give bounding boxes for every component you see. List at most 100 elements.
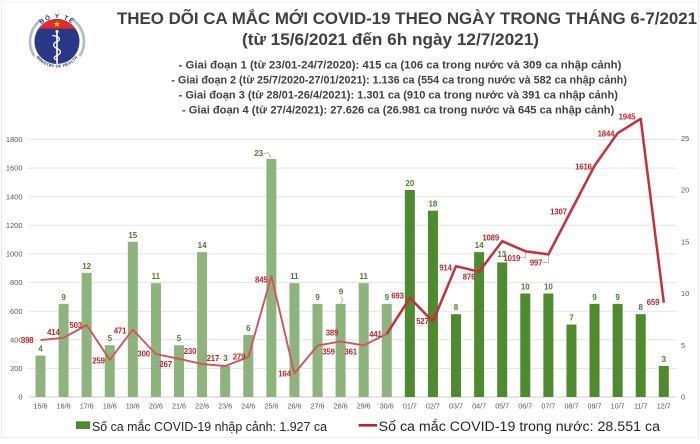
svg-text:11: 11	[290, 272, 299, 281]
svg-text:414: 414	[47, 328, 60, 337]
svg-text:9: 9	[385, 293, 390, 302]
svg-text:03/7: 03/7	[449, 401, 463, 410]
svg-text:09/7: 09/7	[588, 401, 602, 410]
svg-text:30/6: 30/6	[380, 401, 394, 410]
svg-text:659: 659	[647, 298, 660, 307]
svg-text:20: 20	[405, 179, 414, 188]
svg-text:1019: 1019	[503, 254, 521, 263]
svg-text:9: 9	[61, 293, 66, 302]
svg-text:28/6: 28/6	[334, 401, 348, 410]
svg-text:21/6: 21/6	[172, 401, 186, 410]
svg-text:26/6: 26/6	[287, 401, 301, 410]
svg-text:300: 300	[137, 350, 150, 359]
svg-text:217: 217	[207, 354, 220, 363]
svg-text:15/6: 15/6	[34, 401, 48, 410]
svg-text:20: 20	[681, 186, 689, 195]
svg-text:Số ca mắc COVID-19 nhập cảnh:: Số ca mắc COVID-19 nhập cảnh: 1.927 ca	[92, 419, 327, 434]
svg-text:441: 441	[369, 330, 382, 339]
svg-text:24/6: 24/6	[241, 401, 255, 410]
svg-text:7: 7	[569, 314, 574, 323]
svg-text:9: 9	[315, 293, 320, 302]
svg-text:16/6: 16/6	[57, 401, 71, 410]
svg-text:600: 600	[10, 307, 23, 316]
svg-text:527: 527	[416, 317, 429, 326]
svg-text:1089: 1089	[482, 234, 500, 243]
svg-text:1307: 1307	[550, 208, 567, 217]
svg-text:876: 876	[463, 273, 476, 282]
svg-text:279: 279	[233, 353, 246, 362]
svg-text:389: 389	[326, 329, 339, 338]
svg-text:8: 8	[638, 303, 643, 312]
svg-text:05/7: 05/7	[495, 401, 509, 410]
svg-text:20/6: 20/6	[149, 401, 163, 410]
svg-text:18: 18	[428, 200, 437, 209]
svg-text:0: 0	[18, 393, 22, 402]
svg-text:400: 400	[10, 335, 23, 344]
svg-text:1400: 1400	[6, 192, 23, 201]
svg-text:503: 503	[69, 321, 82, 330]
svg-text:693: 693	[391, 291, 404, 300]
svg-text:23/6: 23/6	[218, 401, 232, 410]
svg-text:4: 4	[38, 345, 43, 354]
svg-text:1000: 1000	[6, 250, 23, 259]
svg-text:800: 800	[10, 278, 23, 287]
svg-text:29/6: 29/6	[357, 401, 371, 410]
svg-text:25: 25	[681, 134, 689, 143]
svg-text:15: 15	[681, 237, 689, 246]
svg-text:10/7: 10/7	[611, 401, 625, 410]
svg-text:5: 5	[108, 334, 113, 343]
svg-text:164: 164	[278, 370, 291, 379]
svg-text:5: 5	[177, 334, 182, 343]
svg-text:11/7: 11/7	[634, 401, 647, 410]
svg-text:18/6: 18/6	[103, 401, 117, 410]
svg-text:398: 398	[21, 336, 34, 345]
svg-text:1600: 1600	[6, 164, 23, 173]
svg-text:361: 361	[344, 348, 357, 357]
svg-text:1200: 1200	[6, 221, 23, 230]
svg-text:(từ 15/6/2021 đến 6h ngày 12/7: (từ 15/6/2021 đến 6h ngày 12/7/2021)	[242, 30, 539, 49]
svg-text:13: 13	[497, 250, 506, 259]
svg-text:- Giai đoạn 4 (từ 27/4/2021):: - Giai đoạn 4 (từ 27/4/2021): 27.626 ca …	[182, 105, 615, 117]
svg-text:267: 267	[159, 360, 172, 369]
svg-text:9: 9	[615, 293, 620, 302]
svg-text:06/7: 06/7	[518, 401, 532, 410]
svg-text:23: 23	[254, 149, 263, 158]
svg-text:9: 9	[592, 293, 597, 302]
svg-text:1844: 1844	[598, 130, 616, 139]
svg-text:10: 10	[681, 289, 689, 298]
svg-text:04/7: 04/7	[472, 401, 486, 410]
svg-text:1616: 1616	[575, 163, 593, 172]
svg-text:10: 10	[521, 283, 530, 292]
svg-text:14: 14	[198, 241, 207, 250]
svg-text:02/7: 02/7	[426, 401, 440, 410]
svg-text:3: 3	[662, 355, 667, 364]
svg-text:6: 6	[246, 324, 251, 333]
svg-text:- Giai đoạn 2 (từ 25/7/2020-27: - Giai đoạn 2 (từ 25/7/2020-27/01/2021):…	[171, 75, 627, 87]
svg-text:- Giai đoạn 3 (từ 28/01-26/4/2: - Giai đoạn 3 (từ 28/01-26/4/2021): 1.30…	[179, 90, 619, 102]
svg-text:1945: 1945	[619, 113, 637, 122]
svg-text:12/7: 12/7	[657, 401, 671, 410]
svg-text:200: 200	[10, 364, 23, 373]
svg-text:5: 5	[681, 341, 685, 350]
svg-text:1800: 1800	[6, 135, 23, 144]
svg-text:14: 14	[475, 241, 484, 250]
svg-text:22/6: 22/6	[195, 401, 209, 410]
svg-text:- Giai đoạn 1 (từ 23/01-24/7/2: - Giai đoạn 1 (từ 23/01-24/7/2020): 415 …	[179, 60, 622, 72]
svg-text:359: 359	[322, 348, 335, 357]
svg-text:997: 997	[530, 259, 543, 268]
svg-text:01/7: 01/7	[403, 401, 417, 410]
svg-text:8: 8	[454, 303, 459, 312]
svg-text:10: 10	[544, 283, 553, 292]
svg-text:Số ca mắc COVID-19 trong nước:: Số ca mắc COVID-19 trong nước: 28.551 ca	[379, 419, 661, 434]
svg-text:259: 259	[92, 357, 105, 366]
svg-text:11: 11	[359, 272, 368, 281]
svg-text:914: 914	[439, 264, 452, 273]
svg-text:25/6: 25/6	[264, 401, 278, 410]
svg-text:3: 3	[223, 354, 228, 363]
svg-text:17/6: 17/6	[80, 401, 94, 410]
svg-text:230: 230	[184, 347, 197, 356]
svg-text:07/7: 07/7	[541, 401, 555, 410]
svg-text:12: 12	[82, 262, 91, 271]
svg-text:19/6: 19/6	[126, 401, 140, 410]
svg-text:15: 15	[128, 231, 137, 240]
